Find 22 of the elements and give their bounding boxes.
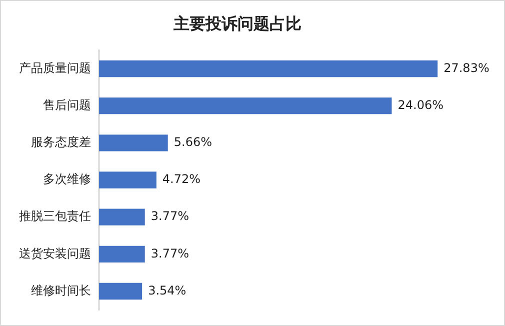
bar [99, 60, 438, 78]
bar [99, 172, 156, 188]
bar [99, 97, 392, 114]
y-tick-label: 送货安装问题 [19, 246, 91, 260]
y-tick-label: 售后问题 [43, 98, 91, 112]
data-label: 3.54% [148, 283, 186, 298]
data-label: 5.66% [174, 135, 212, 150]
bar [99, 134, 168, 152]
data-label: 3.77% [150, 246, 189, 260]
y-tick-label: 维修时间长 [31, 283, 91, 298]
y-tick-label: 推脱三包责任 [19, 209, 91, 224]
y-tick-label: 产品质量问题 [19, 60, 91, 75]
data-label: 4.72% [162, 172, 201, 186]
bar [99, 282, 142, 300]
data-label: 27.83% [444, 60, 490, 75]
y-tick-label: 多次维修 [43, 172, 91, 186]
data-label: 3.77% [150, 209, 189, 224]
bar [99, 208, 145, 226]
y-tick-label: 服务态度差 [31, 135, 91, 150]
chart-title: 主要投诉问题占比 [172, 14, 302, 33]
bar [99, 246, 145, 263]
data-label: 24.06% [398, 98, 444, 112]
